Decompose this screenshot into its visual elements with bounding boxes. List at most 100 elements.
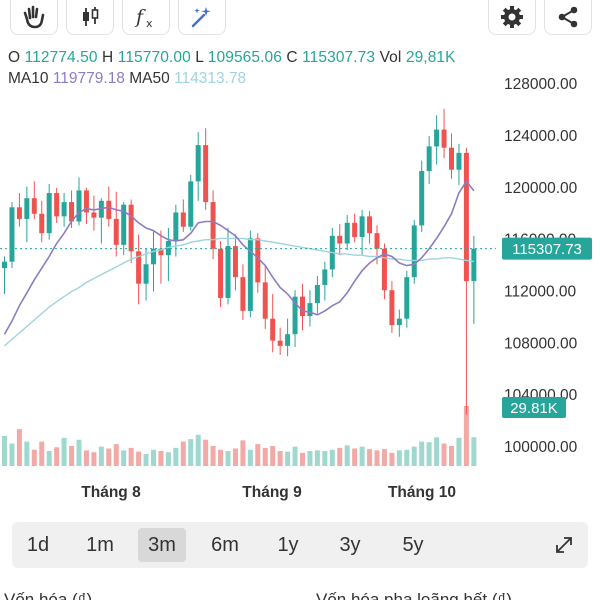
candle [2, 256, 7, 295]
candle [113, 191, 119, 257]
range-button-1m[interactable]: 1m [86, 533, 114, 556]
candle-body [106, 200, 112, 219]
share-icon[interactable] [544, 0, 592, 35]
open-value: 112774.50 [24, 49, 98, 66]
volume-bar [344, 445, 350, 466]
volume-bar [54, 447, 60, 466]
candle [225, 228, 231, 305]
candle [307, 290, 313, 327]
volume-bar [389, 452, 395, 466]
volume-bar [314, 450, 320, 466]
low-label: L [195, 49, 204, 66]
candle-body [381, 248, 387, 291]
range-button-6m[interactable]: 6m [211, 533, 239, 556]
y-tick-label: 124000.00 [504, 128, 578, 145]
high-label: H [102, 49, 114, 66]
price-chart[interactable]: 128000.00124000.00120000.00116000.001120… [0, 70, 600, 510]
candle [128, 199, 134, 263]
hand-wave-icon[interactable] [10, 0, 58, 35]
candle-body [270, 318, 276, 341]
candle-body [218, 248, 224, 298]
candle [285, 318, 291, 357]
candle-body [300, 296, 305, 317]
candle [195, 132, 201, 201]
candle-body [374, 233, 380, 249]
volume-bar [143, 454, 149, 466]
ma10-value: 119779.18 [52, 70, 125, 87]
volume-bar [180, 441, 186, 466]
candle-body [225, 246, 231, 298]
candle [54, 187, 60, 223]
candle-body [61, 202, 67, 217]
candle-body [449, 147, 454, 170]
y-tick-label: 108000.00 [504, 335, 578, 352]
ma10-label: MA10 [8, 70, 49, 87]
gear-icon[interactable] [488, 0, 536, 35]
range-button-1d[interactable]: 1d [26, 533, 50, 556]
volume-bar [39, 441, 45, 466]
volume-bar [121, 450, 127, 466]
candle-body [69, 202, 75, 222]
volume-bar [300, 452, 305, 466]
volume-bar [46, 451, 52, 466]
expand-icon[interactable] [550, 531, 578, 559]
ma-legend: MA10 119779.18 MA50 114313.78 [8, 70, 246, 88]
candle [16, 193, 22, 227]
y-tick-label: 120000.00 [504, 180, 578, 197]
candle-body [24, 198, 30, 219]
volume-legend-label: Vol [379, 49, 402, 66]
candle-body [188, 181, 194, 227]
candle-body [121, 204, 127, 245]
volume-bar [61, 437, 67, 466]
volume-bar [173, 447, 179, 466]
volume-tag: 29.81K [502, 397, 566, 418]
volume-bar [322, 451, 328, 466]
volume-bar [426, 442, 432, 466]
volume-bar [69, 446, 75, 466]
volume-bar [106, 448, 112, 466]
volume-bar [240, 440, 246, 466]
candle-body [292, 296, 298, 335]
volume-bar [411, 446, 417, 466]
volume-bar [83, 450, 89, 466]
candle-body [91, 212, 97, 218]
svg-text:f: f [134, 6, 146, 28]
candle-body [359, 216, 365, 238]
range-button-1y[interactable]: 1y [277, 533, 299, 556]
ma10-line [3, 180, 475, 335]
candle [292, 290, 298, 348]
candle [240, 264, 246, 320]
candle [255, 233, 261, 293]
range-button-5y[interactable]: 5y [402, 533, 424, 556]
candle-body [203, 145, 209, 203]
x-tick-label: Tháng 9 [242, 484, 302, 501]
candlestick-icon[interactable] [66, 0, 114, 35]
last-price-label: 115307.73 [512, 241, 582, 258]
candle [277, 327, 283, 355]
candle [98, 198, 104, 244]
candle [165, 228, 171, 282]
volume-bar [232, 448, 238, 466]
candlestick-series [2, 108, 477, 415]
range-button-3y[interactable]: 3y [339, 533, 361, 556]
magic-wand-icon[interactable] [178, 0, 226, 35]
volume-bar [262, 447, 268, 466]
candle [188, 174, 194, 231]
candle [322, 261, 328, 301]
candle [180, 199, 186, 232]
candle-body [9, 207, 15, 262]
candle-body [54, 193, 60, 217]
volume-bar [255, 444, 261, 466]
ma50-label: MA50 [129, 70, 170, 87]
candle-body [285, 334, 291, 346]
candle [210, 190, 216, 260]
last-price-tag: 115307.73 [502, 237, 592, 260]
range-button-3m[interactable]: 3m [138, 528, 186, 562]
ohlc-legend: O 112774.50 H 115770.00 L 109565.06 C 11… [8, 49, 456, 67]
candle-body [46, 193, 52, 234]
ma50-value: 114313.78 [174, 70, 247, 87]
candle [218, 240, 224, 307]
candle-body [31, 198, 37, 214]
volume-bar [210, 446, 216, 466]
